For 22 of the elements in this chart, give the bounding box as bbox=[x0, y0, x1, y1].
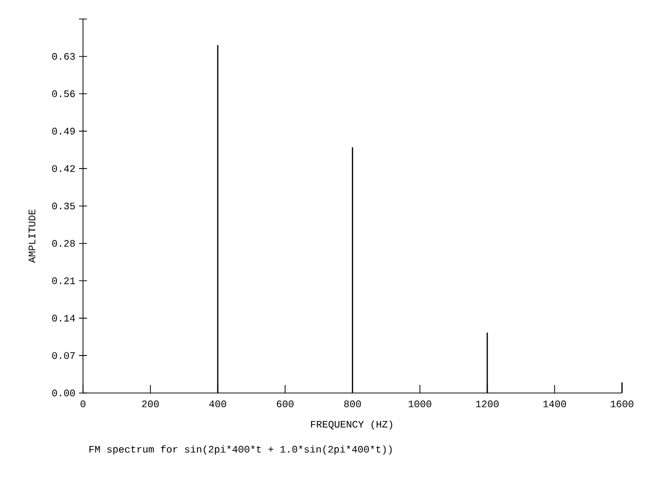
y-tick-label: 0.28 bbox=[52, 240, 75, 247]
x-tick-label: 600 bbox=[276, 400, 294, 408]
x-tick-label: 800 bbox=[344, 400, 361, 408]
y-tick-label: 0.07 bbox=[52, 352, 75, 359]
y-tick-label: 0.35 bbox=[52, 202, 75, 210]
x-tick-label: 1200 bbox=[476, 400, 499, 408]
x-tick-label: 200 bbox=[142, 400, 159, 408]
x-tick-label: 0 bbox=[80, 400, 86, 408]
x-tick-label: 1600 bbox=[610, 400, 634, 408]
text: FM spectrum for sin(2pi*400*t + 1.0*sin(2pi*400*t)) bbox=[89, 445, 392, 455]
y-tick-label: 0.21 bbox=[52, 277, 76, 284]
y-tick-label: 0.56 bbox=[52, 90, 75, 98]
y-tick-label: 0.14 bbox=[52, 314, 75, 322]
x-tick-label: 1400 bbox=[543, 400, 566, 408]
y-tick-label: 0.00 bbox=[52, 390, 75, 396]
y-axis-title: AMPLITUDE bbox=[28, 210, 36, 263]
x-tick-label: 400 bbox=[209, 400, 226, 408]
y-tick-label: 0.63 bbox=[52, 53, 75, 60]
y-tick-label: 0.42 bbox=[52, 165, 75, 172]
x-axis-title: FREQUENCY (HZ) bbox=[311, 420, 392, 430]
x-tick-label: 1000 bbox=[408, 400, 432, 408]
y-tick-label: 0.49 bbox=[52, 128, 75, 135]
